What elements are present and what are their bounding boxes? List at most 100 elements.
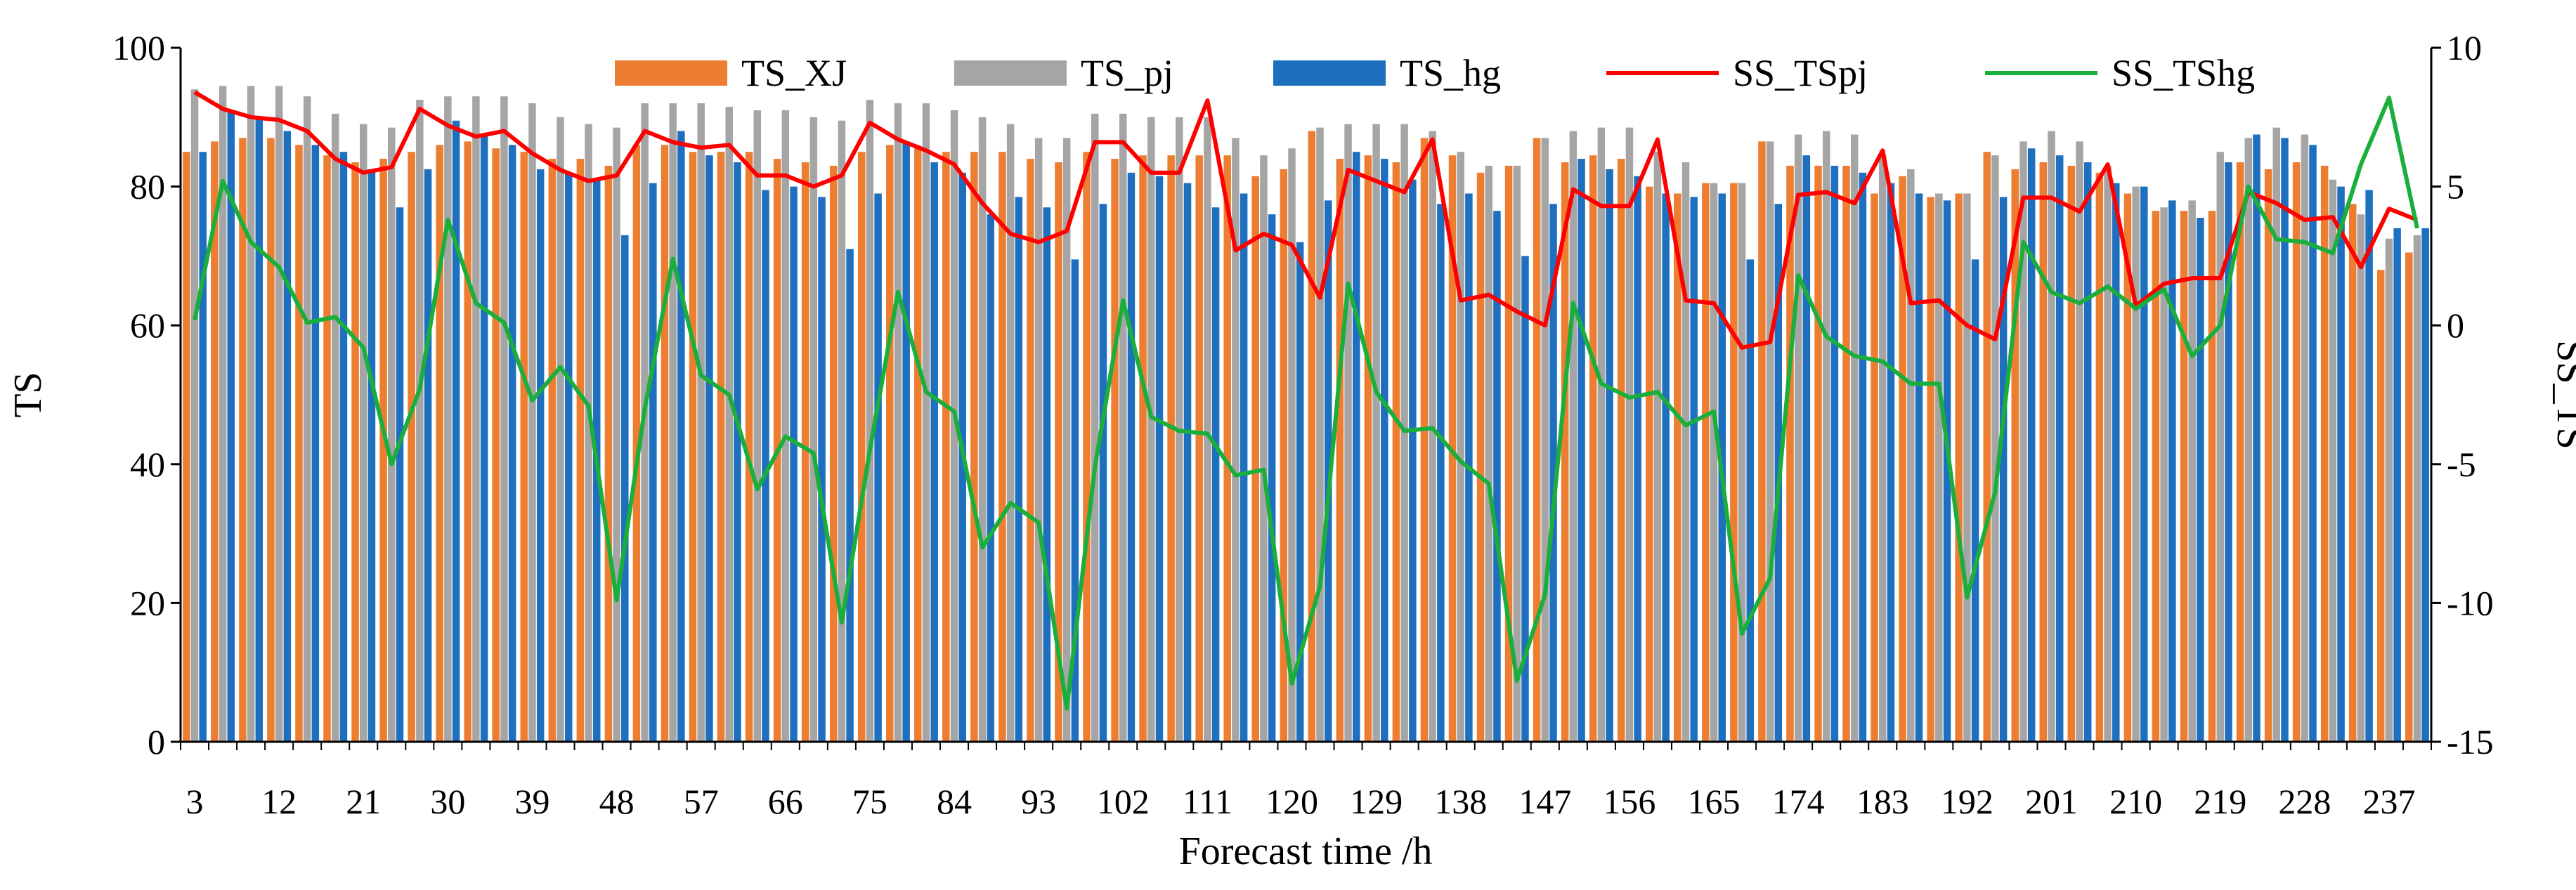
bar-TS_hg-48	[621, 235, 629, 742]
x-tick-label-210: 210	[2109, 782, 2162, 821]
bar-TS_XJ-183	[1871, 193, 1878, 742]
legend-swatch-TS_hg	[1273, 60, 1386, 86]
bar-TS_hg-126	[1353, 152, 1360, 742]
bar-TS_pj-156	[1625, 127, 1634, 742]
bar-TS_XJ-42	[548, 159, 557, 742]
bar-TS_hg-81	[930, 162, 938, 742]
bar-TS_XJ-27	[408, 152, 415, 742]
y2-tick-label-10: 10	[2447, 28, 2482, 67]
bar-TS_pj-183	[1879, 155, 1887, 742]
x-tick-label-3: 3	[186, 782, 204, 821]
bar-TS_XJ-45	[576, 159, 585, 742]
y-tick-label-20: 20	[130, 583, 165, 622]
bar-TS_XJ-69	[801, 162, 809, 742]
bar-TS_pj-87	[978, 117, 987, 742]
bar-TS_hg-186	[1915, 193, 1923, 742]
bar-TS_pj-168	[1738, 183, 1746, 742]
bar-TS_pj-3	[190, 89, 199, 742]
legend-swatch-TS_pj	[954, 60, 1067, 86]
bar-TS_hg-228	[2309, 145, 2317, 742]
x-tick-label-111: 111	[1183, 782, 1232, 821]
bar-TS_hg-6	[227, 110, 235, 742]
bar-TS_XJ-72	[829, 165, 838, 742]
bar-TS_hg-231	[2337, 186, 2345, 742]
bar-TS_XJ-78	[886, 145, 894, 742]
bar-TS_hg-159	[1662, 193, 1670, 742]
bar-TS_hg-3	[199, 152, 207, 742]
bar-TS_pj-99	[1091, 113, 1099, 742]
bar-TS_hg-60	[734, 162, 741, 742]
bar-TS_XJ-60	[717, 152, 725, 742]
bar-TS_pj-123	[1316, 127, 1324, 742]
bar-TS_pj-27	[416, 100, 424, 742]
bar-TS_XJ-195	[1983, 152, 1991, 742]
bar-TS_pj-72	[838, 120, 846, 742]
bar-TS_XJ-129	[1364, 155, 1372, 742]
bar-TS_pj-207	[2104, 165, 2112, 742]
bar-TS_pj-39	[528, 103, 536, 742]
bar-TS_hg-237	[2393, 228, 2401, 742]
bar-TS_XJ-54	[661, 145, 669, 742]
bar-TS_XJ-156	[1617, 159, 1625, 742]
bar-TS_pj-216	[2188, 200, 2196, 742]
x-tick-label-156: 156	[1603, 782, 1655, 821]
x-tick-label-75: 75	[852, 782, 887, 821]
bar-TS_pj-141	[1485, 165, 1492, 742]
bar-TS_pj-162	[1681, 162, 1690, 742]
bar-TS_XJ-75	[857, 152, 866, 742]
bar-TS_pj-192	[1963, 193, 1971, 742]
bar-TS_hg-90	[1015, 197, 1023, 742]
bar-TS_pj-240	[2413, 235, 2421, 742]
x-tick-label-174: 174	[1772, 782, 1825, 821]
bar-TS_pj-120	[1288, 148, 1296, 742]
bars-layer	[183, 86, 2429, 742]
bar-TS_XJ-123	[1308, 131, 1316, 742]
bar-TS_hg-102	[1127, 172, 1136, 742]
bar-TS_hg-120	[1296, 242, 1304, 742]
bar-TS_hg-30	[452, 120, 460, 742]
bar-TS_hg-150	[1578, 159, 1585, 742]
x-tick-label-84: 84	[937, 782, 972, 821]
bar-TS_XJ-24	[379, 159, 387, 742]
legend-label-SS_TSpj: SS_TSpj	[1733, 52, 1868, 94]
bar-TS_pj-102	[1119, 113, 1127, 742]
bar-TS_hg-93	[1043, 207, 1051, 742]
y-tick-label-80: 80	[130, 167, 165, 207]
x-tick-label-21: 21	[346, 782, 381, 821]
bar-TS_hg-195	[1999, 197, 2008, 742]
line-SS_TShg	[193, 96, 2419, 711]
bar-TS_XJ-219	[2208, 211, 2216, 742]
bar-TS_XJ-87	[970, 152, 978, 742]
bar-TS_pj-105	[1147, 117, 1155, 742]
bar-TS_XJ-99	[1083, 152, 1091, 742]
bar-TS_XJ-225	[2264, 169, 2272, 742]
bar-TS_hg-207	[2112, 183, 2120, 742]
bar-TS_pj-66	[781, 110, 790, 742]
bar-TS_hg-36	[508, 145, 516, 742]
bar-TS_XJ-213	[2152, 211, 2160, 742]
bar-TS_XJ-198	[2011, 169, 2019, 742]
bar-TS_XJ-159	[1646, 186, 1653, 742]
bar-TS_pj-171	[1766, 141, 1774, 742]
bar-TS_pj-222	[2244, 138, 2253, 742]
bar-TS_XJ-108	[1167, 155, 1175, 742]
bar-TS_XJ-36	[492, 148, 500, 742]
bar-TS_pj-150	[1569, 131, 1578, 742]
bar-TS_hg-153	[1606, 169, 1613, 742]
bar-TS_pj-165	[1710, 183, 1718, 742]
bar-TS_hg-114	[1240, 193, 1248, 742]
bar-TS_hg-9	[255, 117, 264, 742]
legend-label-TS_hg: TS_hg	[1400, 52, 1501, 94]
bar-TS_pj-159	[1653, 152, 1662, 742]
bar-TS_pj-174	[1794, 134, 1802, 742]
bar-TS_XJ-150	[1561, 162, 1569, 742]
y2-tick-label--5: -5	[2447, 445, 2476, 484]
bar-TS_XJ-210	[2123, 193, 2132, 742]
y-tick-label-60: 60	[130, 306, 165, 345]
bar-TS_pj-177	[1822, 131, 1830, 742]
bar-TS_pj-75	[866, 100, 874, 742]
bar-TS_XJ-90	[998, 152, 1006, 742]
bar-TS_pj-12	[275, 86, 283, 742]
x-tick-label-48: 48	[599, 782, 635, 821]
x-tick-label-93: 93	[1021, 782, 1056, 821]
